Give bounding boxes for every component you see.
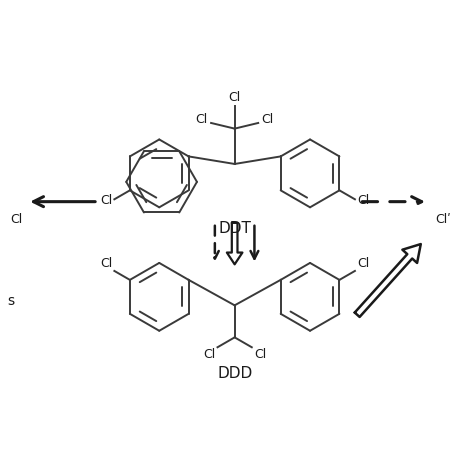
Text: Cl: Cl: [357, 257, 369, 270]
Text: Cl: Cl: [203, 348, 216, 362]
Text: Cl: Cl: [10, 213, 22, 226]
Text: Cl: Cl: [196, 113, 208, 126]
Text: Cl: Cl: [262, 113, 274, 126]
Text: Cl: Cl: [228, 91, 241, 104]
Text: Cl: Cl: [100, 257, 112, 270]
Text: Cl: Cl: [254, 348, 266, 362]
Text: DDT: DDT: [218, 220, 251, 236]
Text: s: s: [7, 293, 14, 308]
Text: DDD: DDD: [217, 366, 252, 382]
Polygon shape: [355, 244, 421, 317]
Text: Clʹ: Clʹ: [435, 213, 451, 226]
Text: Cl: Cl: [357, 194, 369, 207]
Text: Cl: Cl: [100, 194, 112, 207]
Polygon shape: [227, 223, 242, 264]
